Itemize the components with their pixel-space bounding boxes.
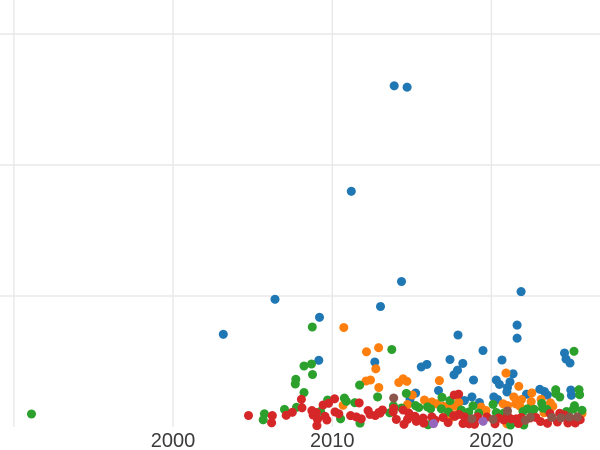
svg-text:2010: 2010 <box>310 430 355 450</box>
svg-text:2000: 2000 <box>151 430 196 450</box>
svg-text:2020: 2020 <box>469 430 514 450</box>
